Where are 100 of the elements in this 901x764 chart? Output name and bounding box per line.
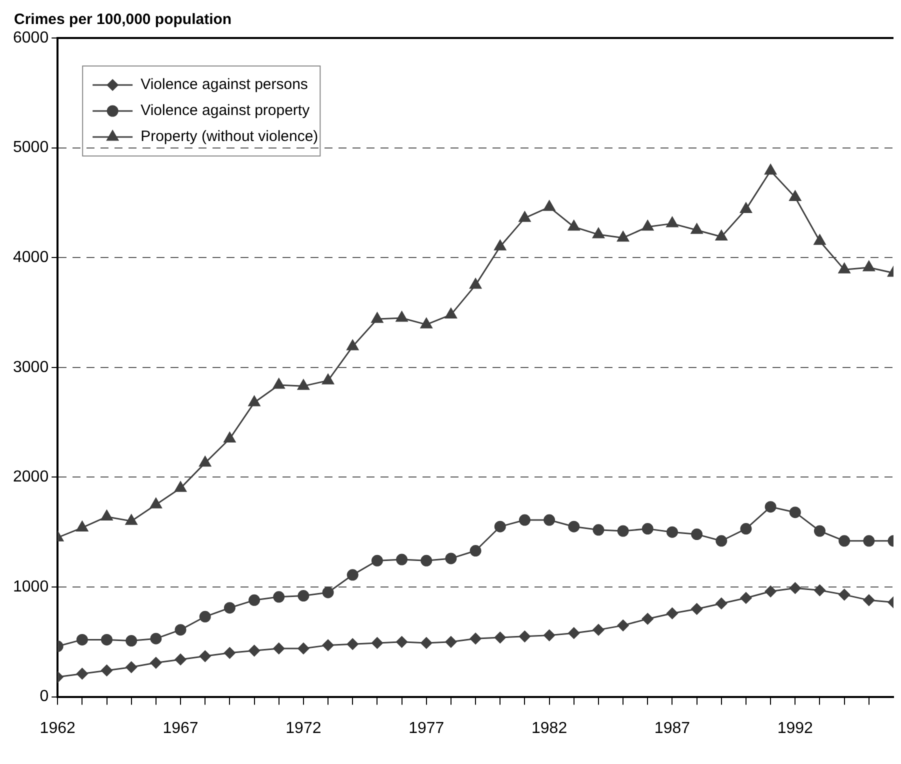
point <box>199 610 211 622</box>
point <box>445 636 457 648</box>
point <box>224 602 236 614</box>
point <box>150 657 162 669</box>
point <box>518 211 531 222</box>
point <box>445 308 457 318</box>
point <box>298 590 310 602</box>
point <box>125 514 138 525</box>
point <box>592 624 604 636</box>
point <box>518 630 530 642</box>
x-tick-label: 1977 <box>408 720 444 737</box>
point <box>716 535 728 547</box>
point <box>642 523 654 535</box>
point <box>371 637 383 649</box>
point <box>838 262 850 274</box>
point <box>690 223 703 234</box>
point <box>838 535 850 547</box>
point <box>371 554 383 566</box>
point <box>642 220 654 231</box>
point <box>76 634 88 646</box>
point <box>814 584 826 596</box>
x-tick-label: 1992 <box>777 720 814 737</box>
point <box>789 582 801 594</box>
point <box>691 528 703 540</box>
point <box>764 586 776 598</box>
point <box>544 630 556 642</box>
point <box>470 545 482 557</box>
point <box>248 644 260 656</box>
point <box>814 525 826 537</box>
point <box>396 636 408 648</box>
point <box>273 591 285 603</box>
point <box>346 569 358 581</box>
point <box>814 234 826 245</box>
point <box>666 216 678 228</box>
point <box>298 379 310 390</box>
point <box>273 642 285 654</box>
point <box>518 514 530 526</box>
point <box>494 240 506 250</box>
point <box>789 190 802 201</box>
point <box>322 586 334 598</box>
point <box>470 632 482 644</box>
point <box>862 260 875 272</box>
point <box>445 552 457 564</box>
point <box>617 231 630 242</box>
point <box>420 554 432 566</box>
point <box>126 661 138 673</box>
point <box>396 311 408 322</box>
point <box>716 598 728 610</box>
point <box>101 634 113 646</box>
point <box>150 632 162 644</box>
point <box>494 520 506 532</box>
point <box>101 664 113 676</box>
point <box>470 278 482 289</box>
point <box>494 632 506 644</box>
point <box>838 588 850 600</box>
point <box>789 506 801 518</box>
x-tick-label: 1962 <box>40 720 76 737</box>
point <box>174 624 186 636</box>
y-tick-label: 1000 <box>13 578 49 596</box>
legend-label: Violence against persons <box>140 76 308 94</box>
point <box>174 481 186 492</box>
y-tick-label: 3000 <box>13 358 49 376</box>
point <box>298 642 310 654</box>
point <box>396 554 408 566</box>
point <box>76 668 88 680</box>
point <box>666 526 678 538</box>
point <box>642 613 654 625</box>
point <box>715 230 728 240</box>
point <box>322 639 334 651</box>
point <box>346 340 359 350</box>
x-tick-label: 1967 <box>162 720 198 737</box>
y-tick-label: 4000 <box>13 249 49 266</box>
y-axis-title: Crimes per 100,000 population <box>14 11 232 28</box>
point <box>224 432 236 443</box>
point <box>420 637 432 649</box>
y-tick-label: 2000 <box>13 468 49 486</box>
point <box>666 608 678 620</box>
x-tick-label: 1972 <box>286 720 322 737</box>
point <box>224 647 236 659</box>
point <box>199 456 212 467</box>
y-tick-label: 0 <box>40 688 49 706</box>
point <box>371 312 384 323</box>
point <box>150 498 162 508</box>
point <box>568 627 580 639</box>
point <box>592 228 604 238</box>
legend-label: Violence against property <box>140 102 310 120</box>
point <box>568 520 580 532</box>
point <box>863 594 875 606</box>
point <box>764 164 777 175</box>
point <box>322 374 334 384</box>
x-tick-label: 1982 <box>532 720 568 737</box>
point <box>76 520 88 532</box>
point <box>420 318 432 328</box>
point <box>691 603 703 615</box>
point <box>617 620 629 632</box>
y-tick-label: 5000 <box>13 139 49 156</box>
point <box>592 524 604 536</box>
point <box>248 594 260 606</box>
point <box>174 654 186 666</box>
y-tick-label: 6000 <box>13 29 49 46</box>
